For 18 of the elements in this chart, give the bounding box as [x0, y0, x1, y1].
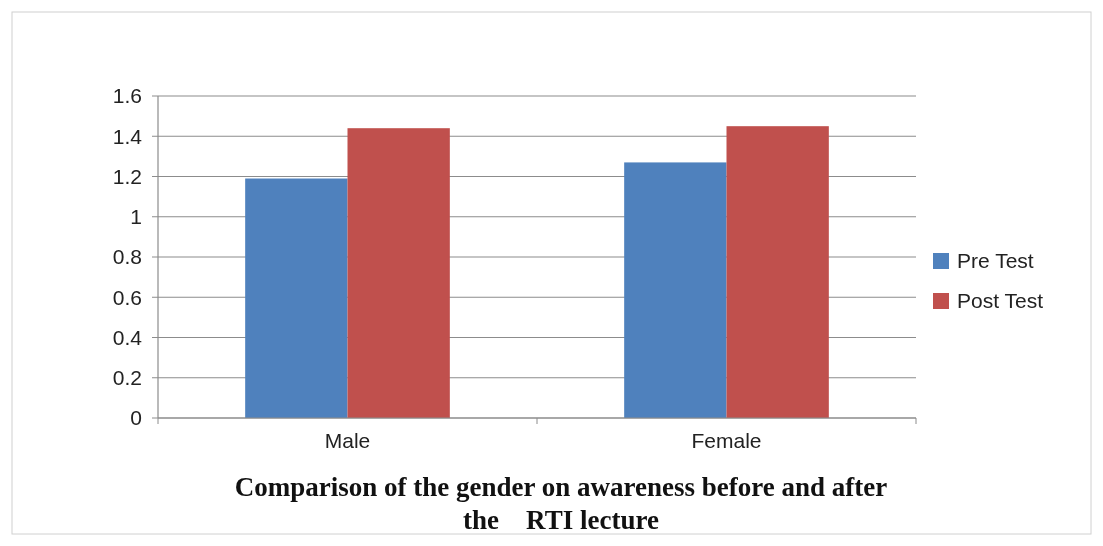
y-tick-label: 1	[130, 205, 142, 229]
bar	[245, 178, 348, 418]
y-tick-label: 0.6	[112, 285, 142, 309]
y-tick-label: 1.4	[112, 124, 143, 148]
bar	[624, 162, 727, 418]
y-tick-label: 1.2	[112, 164, 142, 188]
y-tick-label: 1.6	[112, 84, 142, 108]
bar	[726, 126, 829, 418]
y-tick-label: 0	[130, 406, 142, 430]
x-tick-label: Female	[691, 429, 762, 452]
bar	[347, 128, 450, 418]
x-tick-label: Male	[324, 429, 371, 452]
text: Comparison of the gender on awareness before and after the RTI lecture	[234, 472, 888, 535]
y-tick-label: 0.8	[112, 245, 142, 269]
legend-label: Post Test	[957, 289, 1044, 313]
y-tick-label: 0.2	[112, 366, 142, 390]
y-tick-label: 0.4	[112, 325, 143, 349]
legend-label: Pre Test	[957, 249, 1034, 273]
